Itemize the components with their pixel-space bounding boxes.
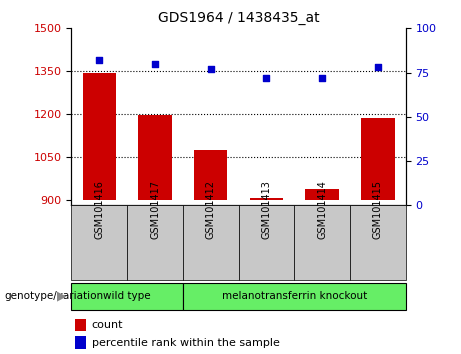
Text: ▶: ▶ (57, 289, 67, 302)
Bar (71, 205, 127, 280)
Bar (75, 336, 87, 349)
Bar (194, 150, 227, 200)
Bar (183, 283, 406, 310)
Bar (183, 205, 238, 280)
Bar (138, 115, 171, 200)
Text: GSM101416: GSM101416 (95, 180, 104, 239)
Text: GSM101415: GSM101415 (373, 180, 383, 239)
Bar (238, 205, 294, 280)
Bar (71, 283, 183, 310)
Bar (294, 205, 350, 280)
Text: genotype/variation: genotype/variation (5, 291, 104, 301)
Bar (75, 319, 87, 331)
Text: GSM101414: GSM101414 (317, 180, 327, 239)
Point (374, 64, 382, 70)
Text: GSM101413: GSM101413 (261, 180, 272, 239)
Point (207, 66, 214, 72)
Point (319, 75, 326, 81)
Bar (127, 205, 183, 280)
Point (263, 75, 270, 81)
Bar (305, 189, 339, 200)
Text: GSM101412: GSM101412 (206, 180, 216, 239)
Text: count: count (91, 320, 123, 330)
Point (95, 57, 103, 63)
Bar (361, 118, 395, 200)
Text: melanotransferrin knockout: melanotransferrin knockout (222, 291, 367, 301)
Bar (83, 73, 116, 200)
Bar (250, 198, 283, 200)
Text: percentile rank within the sample: percentile rank within the sample (91, 338, 279, 348)
Point (151, 61, 159, 67)
Text: GSM101417: GSM101417 (150, 180, 160, 239)
Title: GDS1964 / 1438435_at: GDS1964 / 1438435_at (158, 11, 319, 24)
Bar (350, 205, 406, 280)
Text: wild type: wild type (103, 291, 151, 301)
